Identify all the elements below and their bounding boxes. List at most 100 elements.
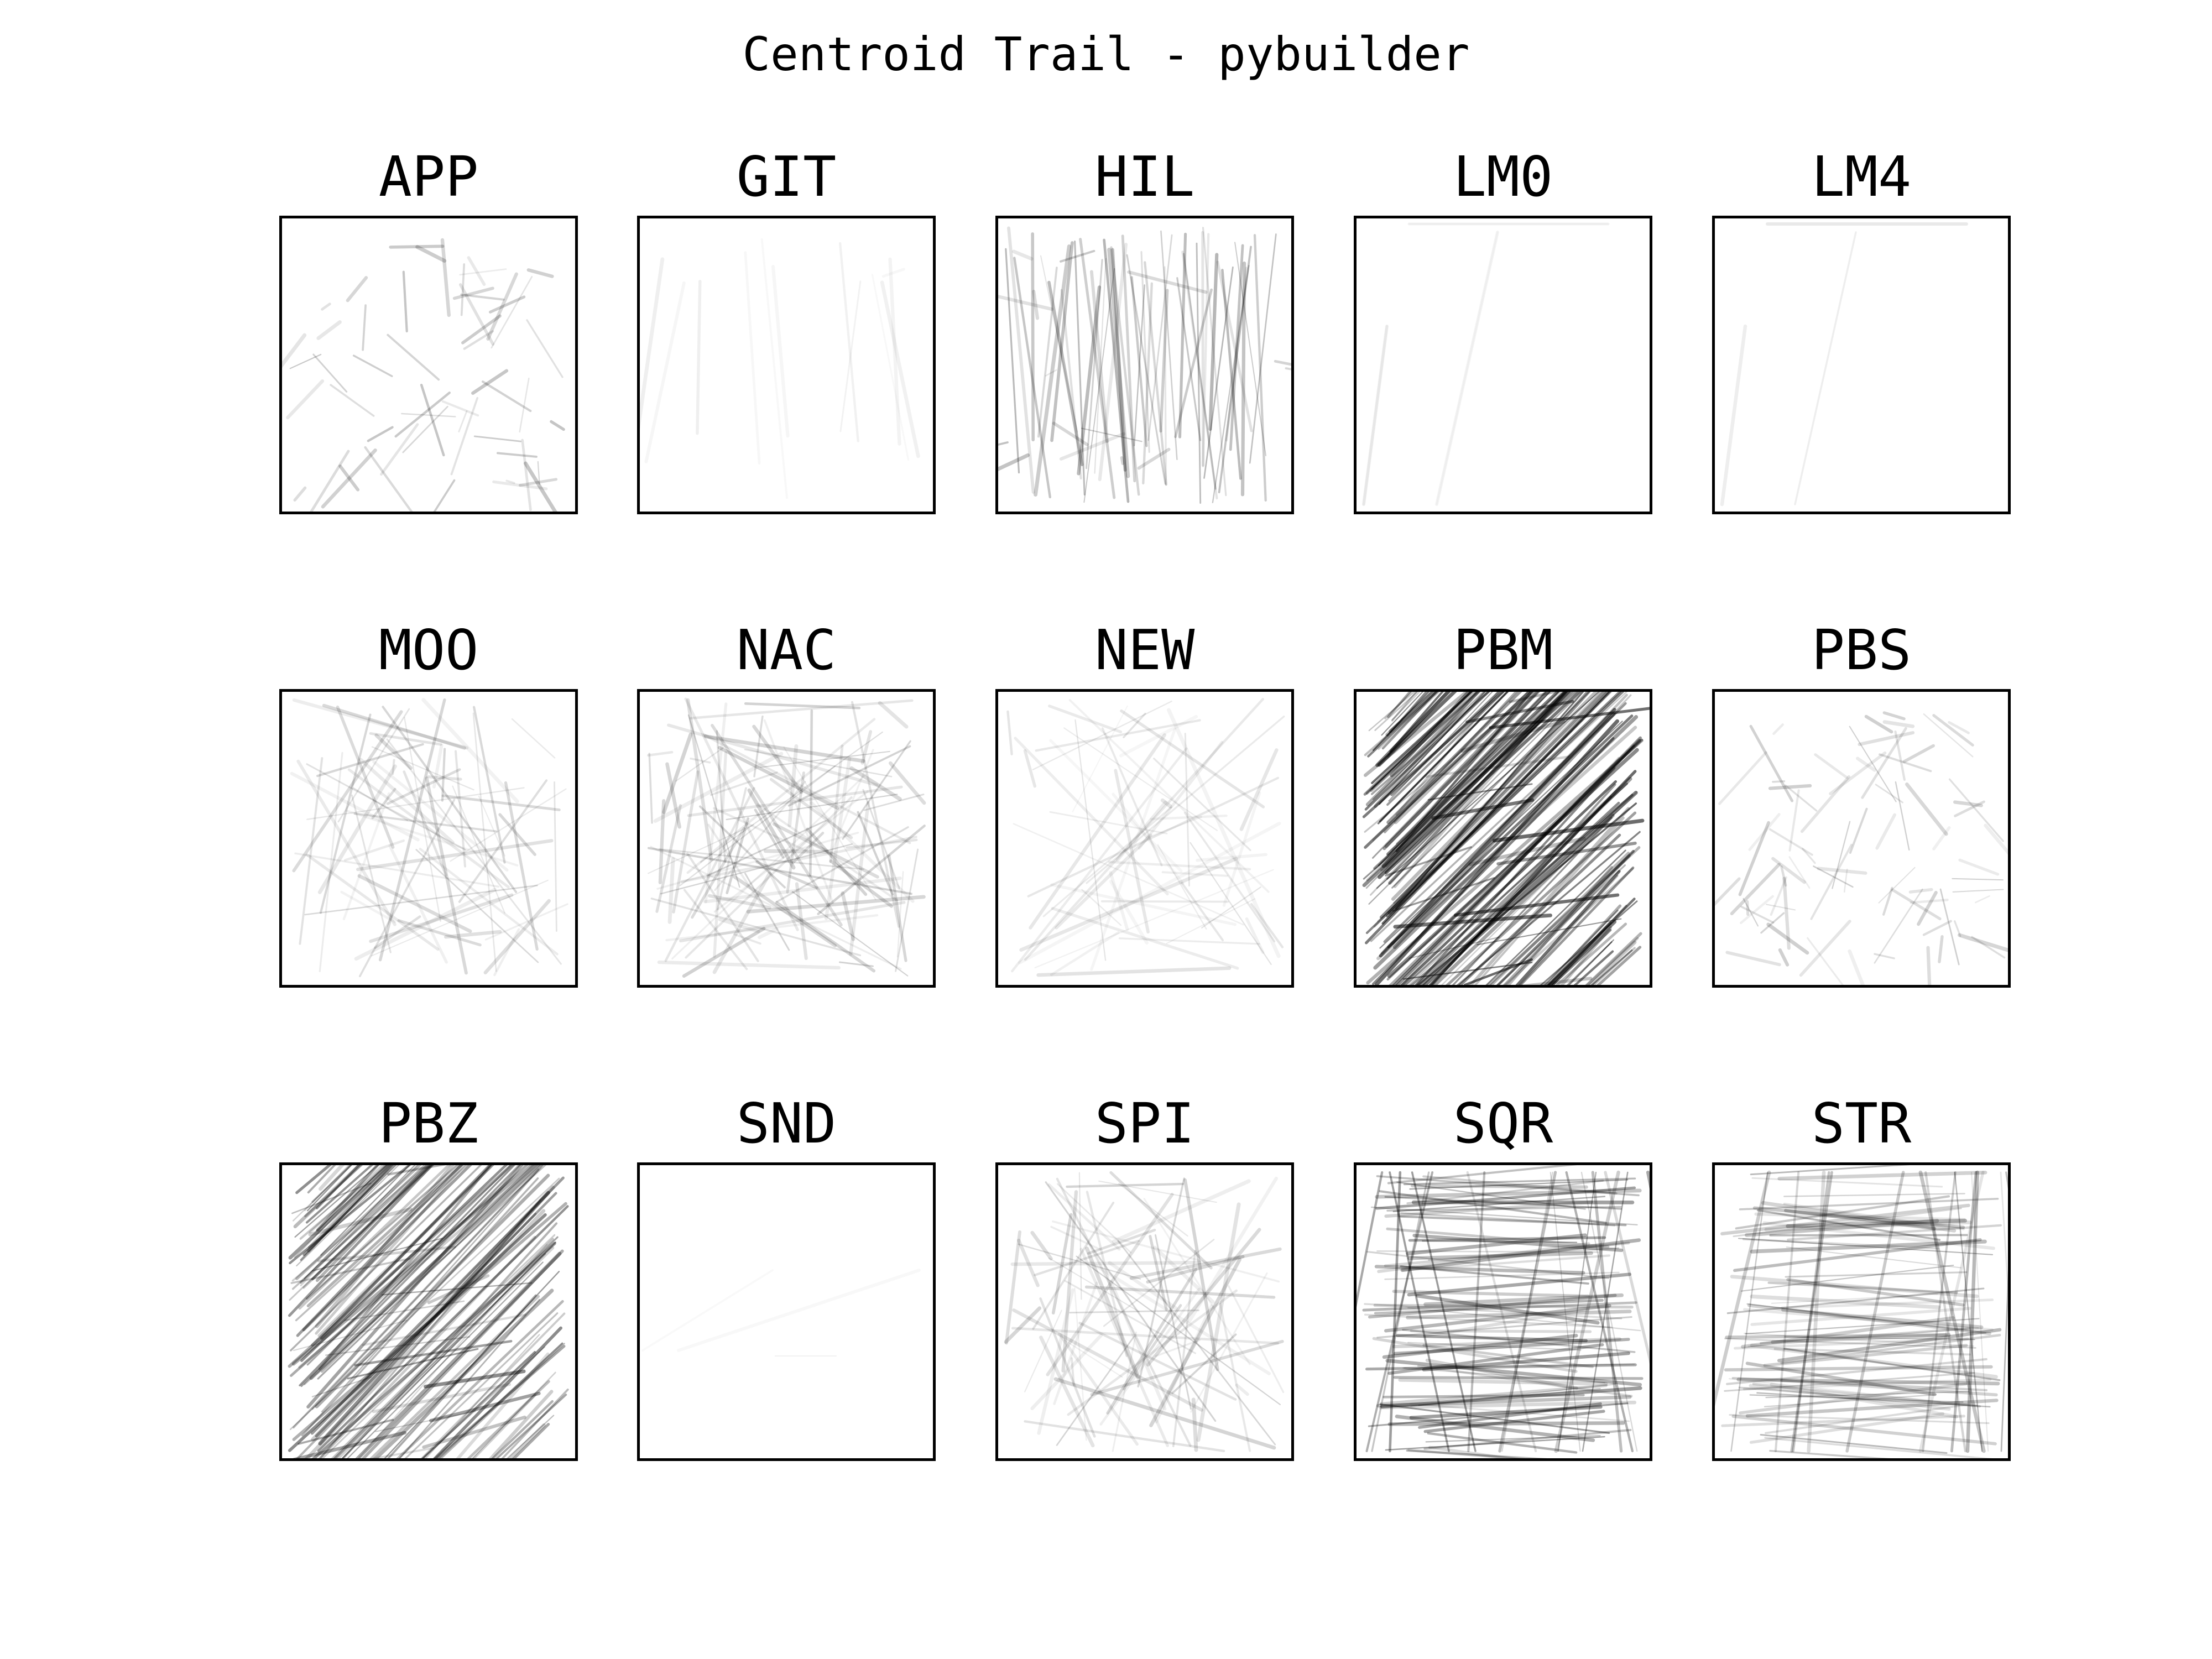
trail-segment xyxy=(315,1162,433,1282)
trail-segment xyxy=(1765,1391,1970,1399)
trail-segment xyxy=(321,448,377,509)
trail-segment xyxy=(1406,1180,1604,1204)
trail-segment xyxy=(1725,1333,1951,1339)
trail-segment xyxy=(1024,698,1264,961)
trail-segment xyxy=(1107,248,1130,478)
trail-segment xyxy=(317,1162,497,1337)
trail-segment xyxy=(1391,689,1601,901)
trail-segment xyxy=(1593,946,1642,988)
trail-segment xyxy=(1768,784,1812,790)
trail-segment xyxy=(667,857,675,924)
trail-segment xyxy=(1760,912,1785,934)
trail-segment xyxy=(1751,1177,1943,1188)
trail-segment xyxy=(1384,689,1520,833)
trail-segment xyxy=(1749,724,1794,802)
trail-segment xyxy=(1724,1365,1993,1372)
trail-segment xyxy=(441,748,446,802)
trail-segment xyxy=(371,787,397,820)
trail-segment xyxy=(1802,848,1816,864)
trail-segment xyxy=(637,257,665,450)
trail-segment xyxy=(1364,689,1473,777)
trail-segment xyxy=(888,257,901,446)
trail-segment xyxy=(1379,1403,1610,1434)
trail-segment xyxy=(461,314,502,345)
trail-segment xyxy=(817,825,926,915)
trail-segment xyxy=(1064,1280,1197,1354)
trail-segment xyxy=(1730,863,1781,916)
trail-segment xyxy=(317,1245,456,1262)
trail-segment xyxy=(1060,289,1082,479)
trail-segment xyxy=(679,1270,919,1350)
trail-segment xyxy=(1391,689,1542,851)
trail-segment xyxy=(846,838,918,849)
trail-segment xyxy=(1098,1180,1217,1203)
trail-segment xyxy=(1018,1243,1141,1280)
trail-segment xyxy=(1516,866,1635,988)
trail-segment xyxy=(354,1340,513,1367)
trail-segment xyxy=(1365,689,1484,806)
trail-segment xyxy=(1438,791,1637,988)
trail-segment xyxy=(1773,1348,1971,1356)
trail-segment xyxy=(687,714,740,888)
trail-segment xyxy=(1027,776,1279,898)
trail-segment xyxy=(286,379,325,420)
trail-segment xyxy=(1196,853,1267,862)
trail-segment xyxy=(1375,1186,1636,1210)
trail-segment xyxy=(702,733,911,844)
trail-segment xyxy=(824,757,852,920)
panel-frame xyxy=(1712,689,2011,988)
trail-segment xyxy=(1384,689,1543,848)
trail-segment xyxy=(1166,898,1256,945)
panel-lm0 xyxy=(1354,216,1652,514)
trail-segment xyxy=(1004,1306,1042,1344)
trail-segment xyxy=(1048,705,1123,734)
trail-segment xyxy=(1843,868,1848,893)
trail-segment xyxy=(1174,288,1213,439)
trail-segment xyxy=(1746,900,1750,916)
trail-segment xyxy=(292,698,469,750)
trail-segment xyxy=(658,799,666,884)
trail-segment xyxy=(1219,1303,1251,1452)
panel-title-moo: MOO xyxy=(378,618,479,682)
trail-segment xyxy=(1733,1238,1982,1272)
trail-segment xyxy=(315,1173,550,1408)
trail-segment xyxy=(312,353,348,393)
trail-segment xyxy=(1829,751,1887,795)
trail-segment xyxy=(682,927,766,978)
trail-segment xyxy=(733,933,761,945)
trail-segment xyxy=(293,1213,537,1461)
trail-segment xyxy=(691,827,745,919)
trail-segment xyxy=(1950,1171,1978,1453)
trail-segment xyxy=(1381,689,1441,750)
trail-segment xyxy=(337,708,410,823)
trail-segment xyxy=(1183,1178,1219,1371)
trail-segment xyxy=(878,701,909,729)
trail-segment xyxy=(1422,1352,1630,1371)
trail-segment xyxy=(1147,234,1173,441)
trail-segment xyxy=(367,426,394,442)
panel-frame xyxy=(1354,689,1652,988)
trail-segment xyxy=(1394,689,1536,825)
trail-segment xyxy=(298,1162,454,1310)
panel-title-pbm: PBM xyxy=(1453,618,1553,682)
trail-segment xyxy=(380,423,419,476)
trail-segment xyxy=(1377,689,1631,922)
trail-segment xyxy=(459,283,494,346)
trail-segment xyxy=(1216,260,1253,432)
trail-segment xyxy=(1971,936,2006,959)
trail-segment xyxy=(1739,1198,1999,1211)
trail-segment xyxy=(319,1199,541,1459)
trail-segment xyxy=(1894,730,1906,781)
trail-segment xyxy=(1418,1387,1601,1406)
trail-segment xyxy=(995,453,1030,473)
trail-segment xyxy=(1112,1179,1251,1244)
trail-segment xyxy=(1760,1327,1971,1345)
trail-segment xyxy=(458,410,468,432)
trail-segment xyxy=(753,715,764,778)
trail-segment xyxy=(1389,689,1439,733)
trail-segment xyxy=(298,1162,542,1369)
trail-segment xyxy=(404,717,441,922)
trail-segment xyxy=(1137,1177,1186,1387)
trail-segment xyxy=(880,280,920,458)
trail-segment xyxy=(1389,1171,1402,1453)
